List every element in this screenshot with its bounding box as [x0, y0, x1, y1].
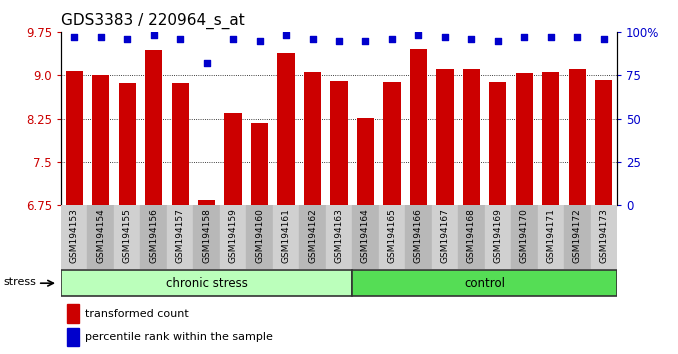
Bar	[251, 123, 268, 205]
Point	[386, 36, 397, 42]
Text: GSM194157: GSM194157	[176, 209, 184, 263]
Bar	[66, 304, 79, 323]
Point	[281, 33, 292, 38]
Bar	[246, 205, 273, 269]
Bar	[542, 72, 559, 205]
Bar	[538, 205, 564, 269]
Point	[307, 36, 318, 42]
Bar	[353, 205, 379, 269]
Bar	[220, 205, 246, 269]
Bar	[299, 205, 325, 269]
Text: GSM194156: GSM194156	[149, 209, 158, 263]
Bar	[379, 205, 405, 269]
Text: GSM194158: GSM194158	[202, 209, 211, 263]
Text: GSM194160: GSM194160	[255, 209, 264, 263]
Bar	[273, 205, 299, 269]
Point	[228, 36, 239, 42]
Text: GSM194161: GSM194161	[281, 209, 291, 263]
Text: GSM194154: GSM194154	[96, 209, 105, 263]
Bar	[61, 205, 87, 269]
Bar	[564, 205, 591, 269]
Text: GSM194171: GSM194171	[546, 209, 555, 263]
Point	[175, 36, 186, 42]
Bar	[66, 71, 83, 205]
Bar	[437, 69, 454, 205]
Bar	[591, 205, 617, 269]
Bar	[92, 75, 109, 205]
Text: transformed count: transformed count	[85, 309, 189, 319]
Bar	[432, 205, 458, 269]
Point	[201, 60, 212, 66]
Bar	[277, 53, 295, 205]
Point	[148, 33, 159, 38]
Text: GSM194173: GSM194173	[599, 209, 608, 263]
Text: chronic stress: chronic stress	[165, 277, 247, 290]
Text: GSM194163: GSM194163	[334, 209, 344, 263]
Point	[96, 34, 106, 40]
Text: GSM194169: GSM194169	[494, 209, 502, 263]
Bar	[516, 74, 533, 205]
Point	[572, 34, 582, 40]
Bar	[353, 270, 617, 296]
Point	[519, 34, 530, 40]
Point	[122, 36, 133, 42]
Text: GSM194166: GSM194166	[414, 209, 423, 263]
Bar	[119, 83, 136, 205]
Text: GSM194164: GSM194164	[361, 209, 370, 263]
Bar	[193, 205, 220, 269]
Bar	[458, 205, 485, 269]
Bar	[410, 49, 427, 205]
Text: GSM194168: GSM194168	[467, 209, 476, 263]
Bar	[140, 205, 167, 269]
Bar	[325, 205, 353, 269]
Point	[492, 38, 503, 44]
Bar	[383, 82, 401, 205]
Bar	[114, 205, 140, 269]
Bar	[511, 205, 538, 269]
Text: GSM194167: GSM194167	[441, 209, 450, 263]
Bar	[595, 80, 612, 205]
Text: stress: stress	[3, 277, 36, 287]
Text: control: control	[464, 277, 505, 290]
Text: GSM194159: GSM194159	[228, 209, 237, 263]
Point	[254, 38, 265, 44]
Point	[69, 34, 80, 40]
Text: GDS3383 / 220964_s_at: GDS3383 / 220964_s_at	[61, 13, 245, 29]
Bar	[172, 83, 188, 205]
Bar	[66, 328, 79, 347]
Point	[334, 38, 344, 44]
Text: GSM194155: GSM194155	[123, 209, 132, 263]
Point	[360, 38, 371, 44]
Bar	[198, 200, 215, 205]
Bar	[167, 205, 193, 269]
Bar	[61, 270, 353, 296]
Text: GSM194162: GSM194162	[308, 209, 317, 263]
Point	[439, 34, 450, 40]
Point	[598, 36, 609, 42]
Bar	[490, 82, 506, 205]
Bar	[87, 205, 114, 269]
Bar	[145, 50, 162, 205]
Bar	[405, 205, 432, 269]
Text: GSM194153: GSM194153	[70, 209, 79, 263]
Bar	[357, 118, 374, 205]
Bar	[224, 113, 241, 205]
Bar	[485, 205, 511, 269]
Bar	[463, 69, 480, 205]
Point	[466, 36, 477, 42]
Point	[545, 34, 556, 40]
Bar	[304, 72, 321, 205]
Text: percentile rank within the sample: percentile rank within the sample	[85, 332, 273, 342]
Bar	[330, 81, 348, 205]
Text: GSM194165: GSM194165	[387, 209, 397, 263]
Text: GSM194170: GSM194170	[520, 209, 529, 263]
Text: GSM194172: GSM194172	[573, 209, 582, 263]
Point	[413, 33, 424, 38]
Bar	[569, 69, 586, 205]
